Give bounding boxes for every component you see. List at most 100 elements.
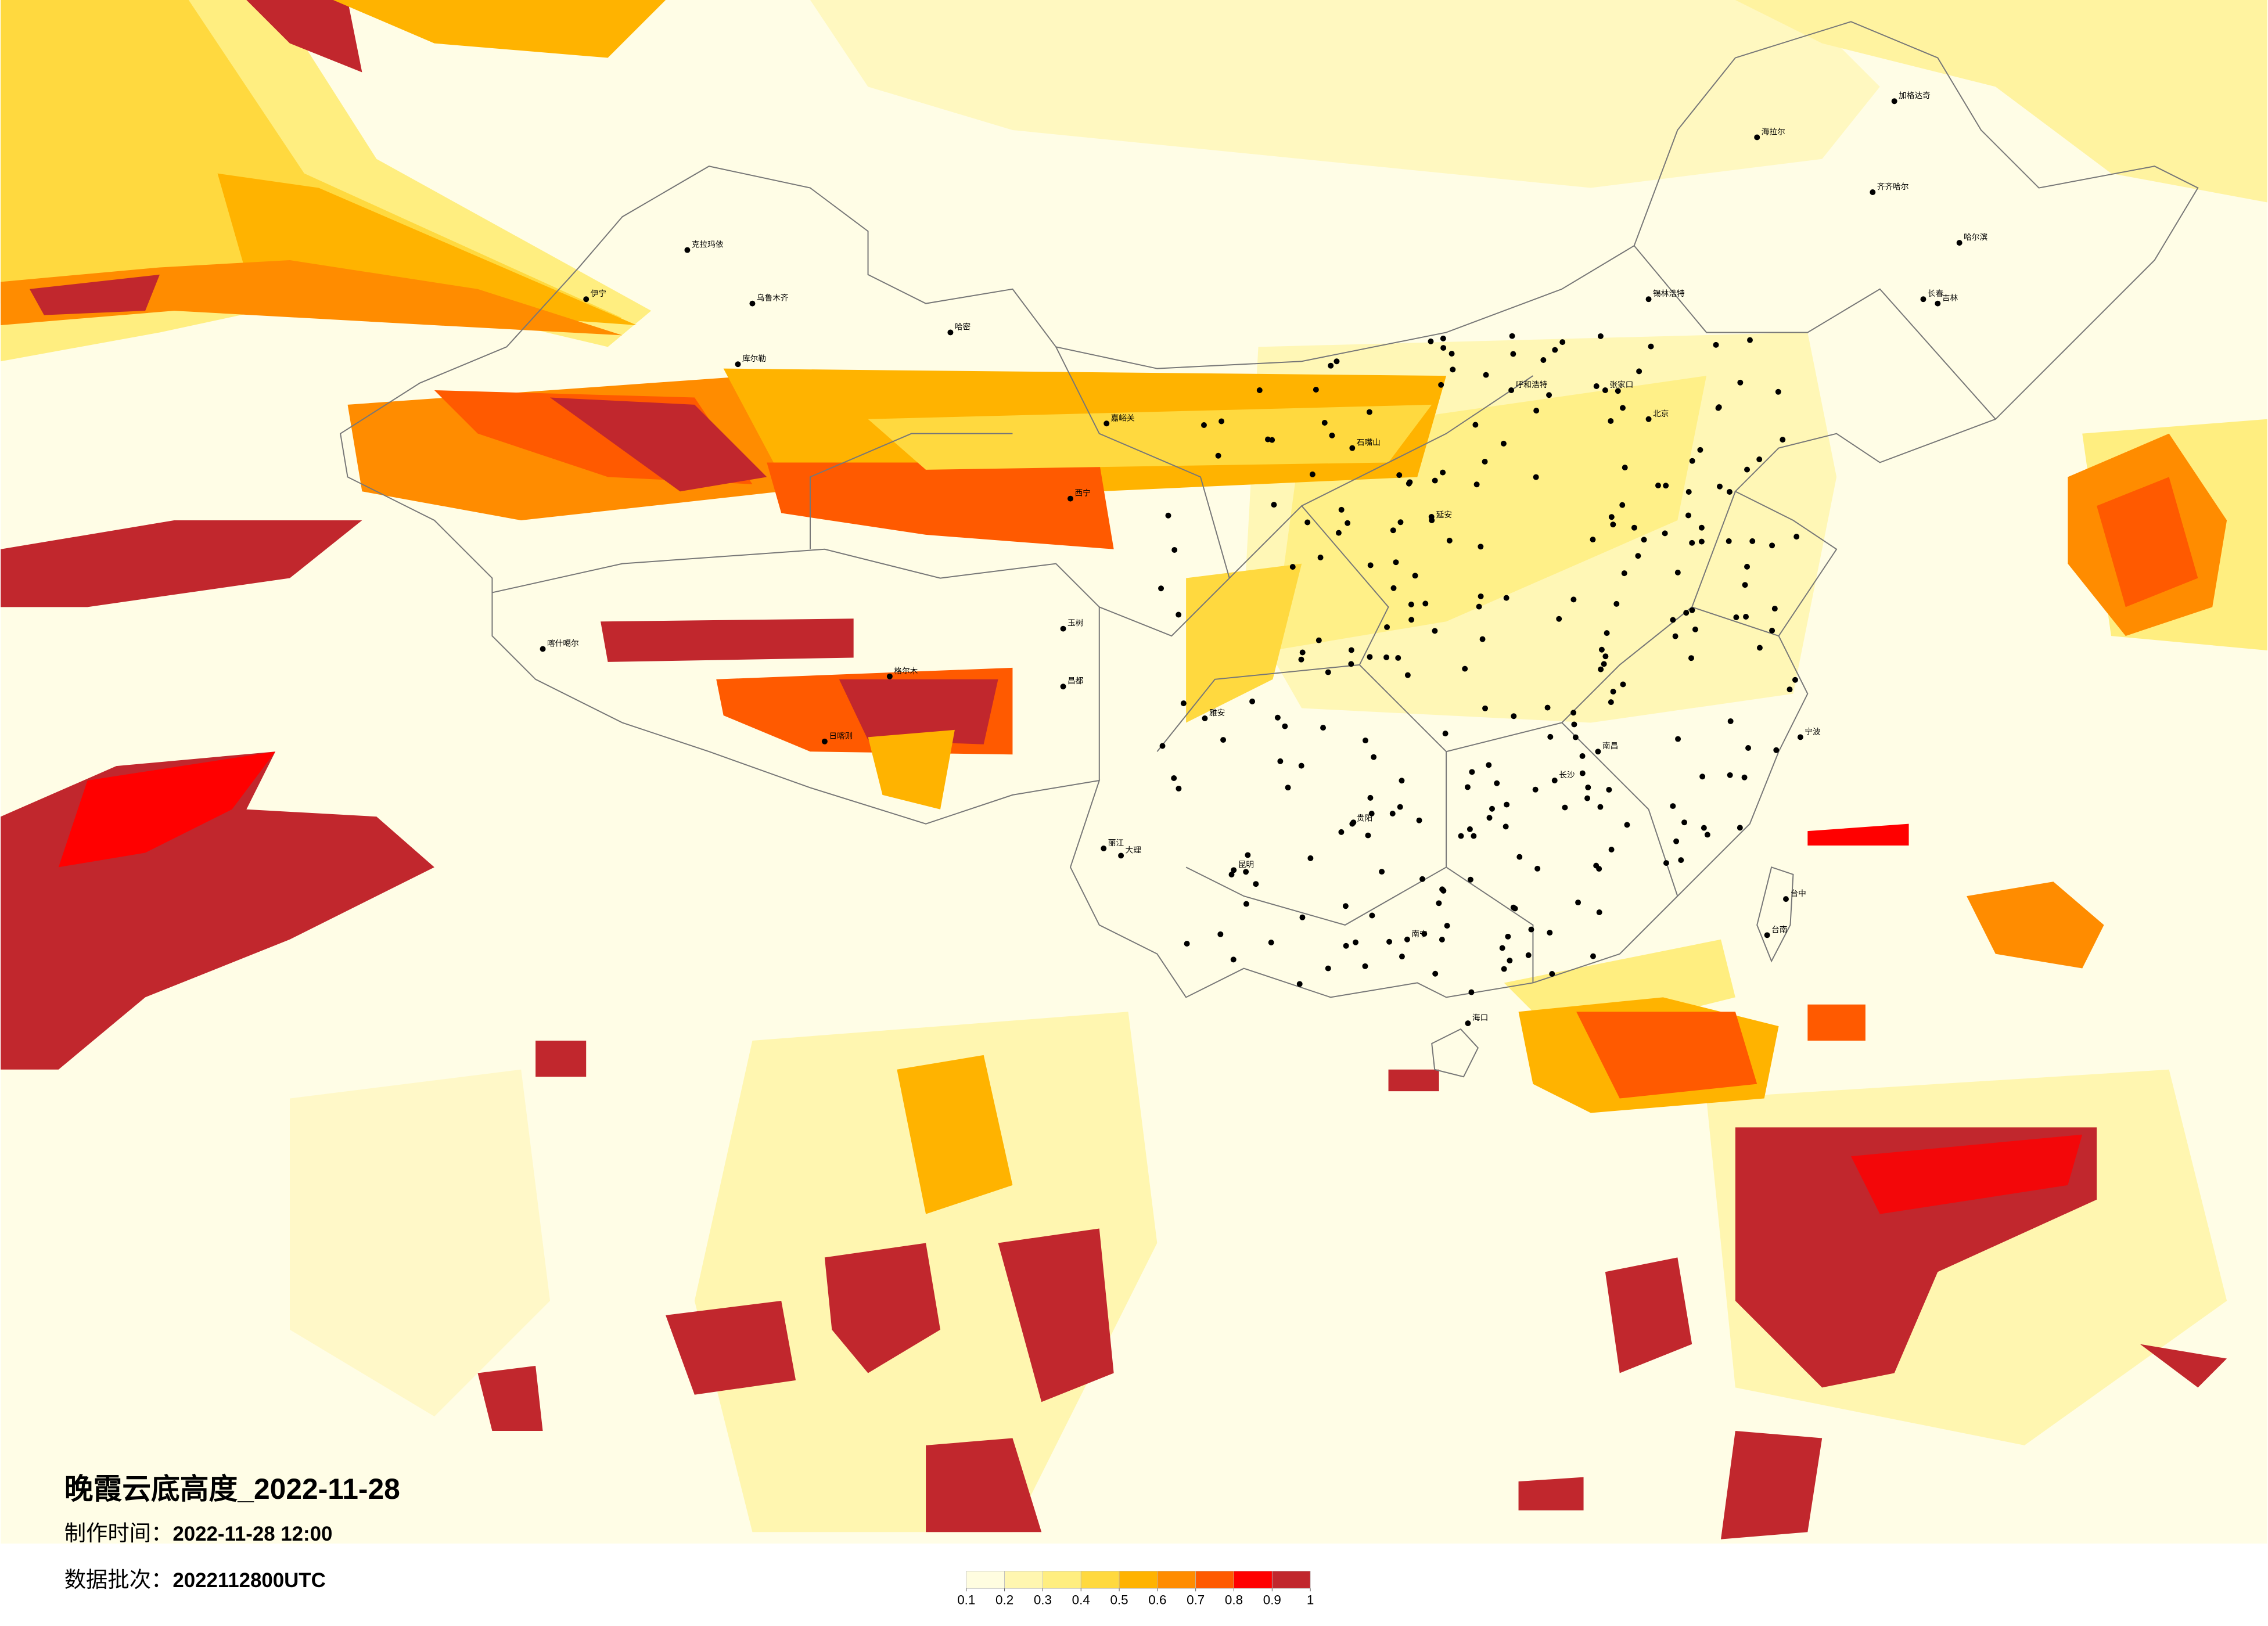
city-dot xyxy=(1754,134,1760,141)
station-dot xyxy=(1325,669,1331,675)
station-dot xyxy=(1486,815,1493,821)
city-dot xyxy=(749,300,756,307)
station-dot xyxy=(1688,655,1694,661)
station-dot xyxy=(1396,472,1403,479)
station-dot xyxy=(1532,786,1539,793)
station-dot xyxy=(1662,530,1668,537)
city-label: 雅安 xyxy=(1209,708,1225,717)
station-dot xyxy=(1673,838,1680,844)
station-dot xyxy=(1419,876,1426,882)
city-label: 台南 xyxy=(1771,925,1787,934)
station-dot xyxy=(1220,737,1227,743)
city-label: 北京 xyxy=(1653,409,1669,418)
station-dot xyxy=(1432,477,1438,484)
station-dot xyxy=(1501,966,1507,972)
city-label: 呼和浩特 xyxy=(1516,380,1548,389)
station-dot xyxy=(1769,542,1775,549)
station-dot xyxy=(1473,481,1480,488)
station-dot xyxy=(1547,733,1554,740)
station-dot xyxy=(1727,718,1734,724)
station-dot xyxy=(1399,954,1405,960)
station-dot xyxy=(1362,963,1368,969)
station-dot xyxy=(1787,686,1793,693)
city-dot xyxy=(1870,189,1876,195)
city-label: 锡林浩特 xyxy=(1653,289,1685,298)
station-dot xyxy=(1289,564,1296,570)
station-dot xyxy=(1597,333,1604,339)
city-label: 长沙 xyxy=(1559,771,1575,779)
city-label: 南宁 xyxy=(1411,929,1427,938)
station-dot xyxy=(1622,465,1628,471)
station-dot xyxy=(1494,780,1500,786)
station-dot xyxy=(1689,458,1695,464)
station-dot xyxy=(1756,456,1763,462)
station-dot xyxy=(1342,903,1349,909)
city-label: 日喀则 xyxy=(829,732,853,740)
colorbar-swatch xyxy=(1157,1571,1196,1589)
station-dot xyxy=(1585,784,1591,790)
station-dot xyxy=(1432,970,1439,977)
station-dot xyxy=(1389,811,1396,816)
city-label: 喀什噶尔 xyxy=(547,639,579,648)
station-dot xyxy=(1408,617,1415,623)
city-dot xyxy=(583,296,590,303)
station-dot xyxy=(1171,775,1177,781)
station-dot xyxy=(1670,803,1676,810)
station-dot xyxy=(1176,611,1182,618)
station-dot xyxy=(1698,524,1705,531)
city-dot xyxy=(1060,684,1066,690)
station-dot xyxy=(1544,704,1551,711)
station-dot xyxy=(1219,418,1225,425)
city-dots xyxy=(540,98,1963,1027)
station-dot xyxy=(1353,939,1359,945)
station-dot xyxy=(1328,362,1334,369)
station-dot xyxy=(1184,941,1190,947)
station-dot xyxy=(1390,527,1396,534)
station-dot xyxy=(1343,942,1349,949)
station-dot xyxy=(1256,387,1263,393)
station-dot xyxy=(1440,345,1447,351)
station-dot xyxy=(1393,559,1399,566)
colorbar-tick-label: 0.9 xyxy=(1263,1593,1281,1607)
station-dot xyxy=(1313,387,1319,393)
city-label: 昆明 xyxy=(1238,860,1254,869)
city-dot xyxy=(1404,936,1410,942)
station-dot xyxy=(1422,600,1429,607)
station-dot xyxy=(1744,466,1751,473)
city-label: 库尔勒 xyxy=(742,354,766,363)
station-dot xyxy=(1648,343,1654,350)
station-dot xyxy=(1390,585,1397,591)
city-dot xyxy=(1956,240,1963,246)
city-label: 玉树 xyxy=(1067,619,1084,628)
station-dot xyxy=(1528,926,1534,933)
station-dot xyxy=(1579,753,1586,759)
colorbar-swatch xyxy=(966,1571,1005,1589)
city-label: 海拉尔 xyxy=(1762,127,1785,136)
station-dot xyxy=(1298,762,1304,769)
station-dot xyxy=(1440,335,1446,341)
station-dot xyxy=(1299,914,1306,920)
station-dot xyxy=(1365,832,1371,839)
colorbar-swatch xyxy=(1119,1571,1158,1589)
station-dot xyxy=(1158,585,1164,592)
city-label: 伊宁 xyxy=(591,289,606,298)
station-dot xyxy=(1249,698,1256,704)
city-label: 吉林 xyxy=(1942,294,1958,303)
colorbar-swatch xyxy=(1271,1571,1311,1589)
station-dot xyxy=(1621,570,1627,577)
station-dot xyxy=(1432,628,1438,634)
station-dot xyxy=(1338,506,1345,513)
made-label: 制作时间： xyxy=(64,1521,173,1545)
station-dot xyxy=(1635,553,1641,559)
city-label: 大理 xyxy=(1126,846,1142,854)
station-dot xyxy=(1615,388,1621,394)
city-label: 长春 xyxy=(1928,289,1944,298)
station-dot xyxy=(1468,989,1475,995)
station-dot xyxy=(1428,514,1435,520)
station-dot xyxy=(1620,681,1626,688)
station-dot xyxy=(1486,762,1492,768)
station-dot xyxy=(1572,734,1579,740)
station-dot xyxy=(1482,705,1489,711)
station-dot xyxy=(1176,785,1182,792)
